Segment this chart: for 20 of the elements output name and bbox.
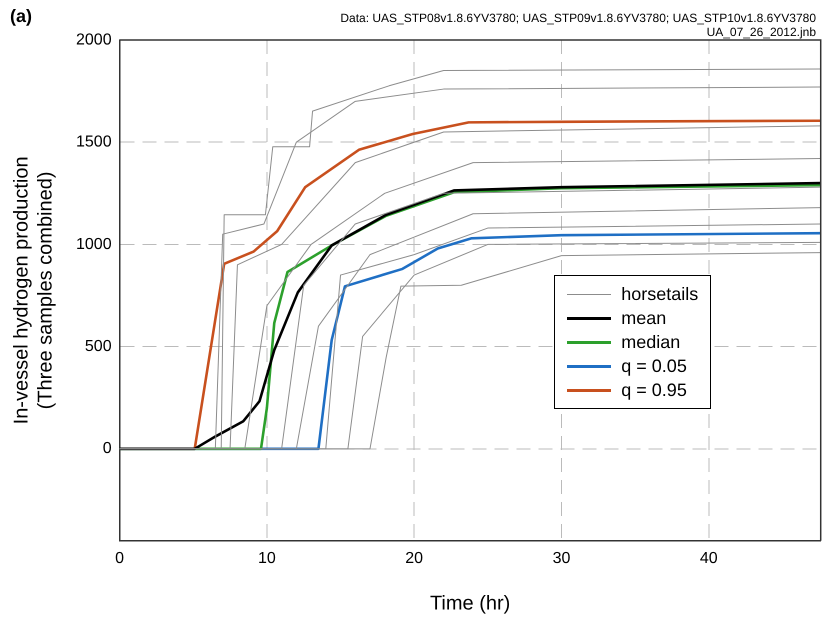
x-tick-label: 20 bbox=[405, 550, 424, 567]
y-tick-label: 1000 bbox=[76, 236, 112, 253]
y-axis-title: In-vessel hydrogen production (Three samples combined) bbox=[10, 156, 57, 424]
legend-label: horsetails bbox=[621, 284, 698, 305]
x-tick-label: 30 bbox=[552, 550, 570, 567]
y-tick-label: 1500 bbox=[76, 134, 112, 151]
legend-label: median bbox=[621, 332, 680, 353]
y-tick-label: 2000 bbox=[76, 31, 112, 48]
text: Data: UAS_STP08v1.8.6YV3780; UAS_STP09v1.8.6YV3780; UAS_STP10v1.8.6YV3780 bbox=[340, 11, 816, 25]
x-tick-label: 40 bbox=[700, 550, 718, 567]
text: UA_07_26_2012.jnb bbox=[706, 25, 816, 39]
x-tick-label: 10 bbox=[258, 550, 276, 567]
x-tick-label: 0 bbox=[115, 550, 124, 567]
legend-label: mean bbox=[621, 308, 666, 329]
y-tick-label: 500 bbox=[84, 338, 112, 356]
text: (a) bbox=[10, 6, 32, 26]
legend-label: q = 0.05 bbox=[621, 356, 687, 377]
x-axis-title: Time (hr) bbox=[430, 592, 510, 615]
y-tick-label: 0 bbox=[102, 440, 112, 458]
legend-label: q = 0.95 bbox=[621, 380, 687, 401]
